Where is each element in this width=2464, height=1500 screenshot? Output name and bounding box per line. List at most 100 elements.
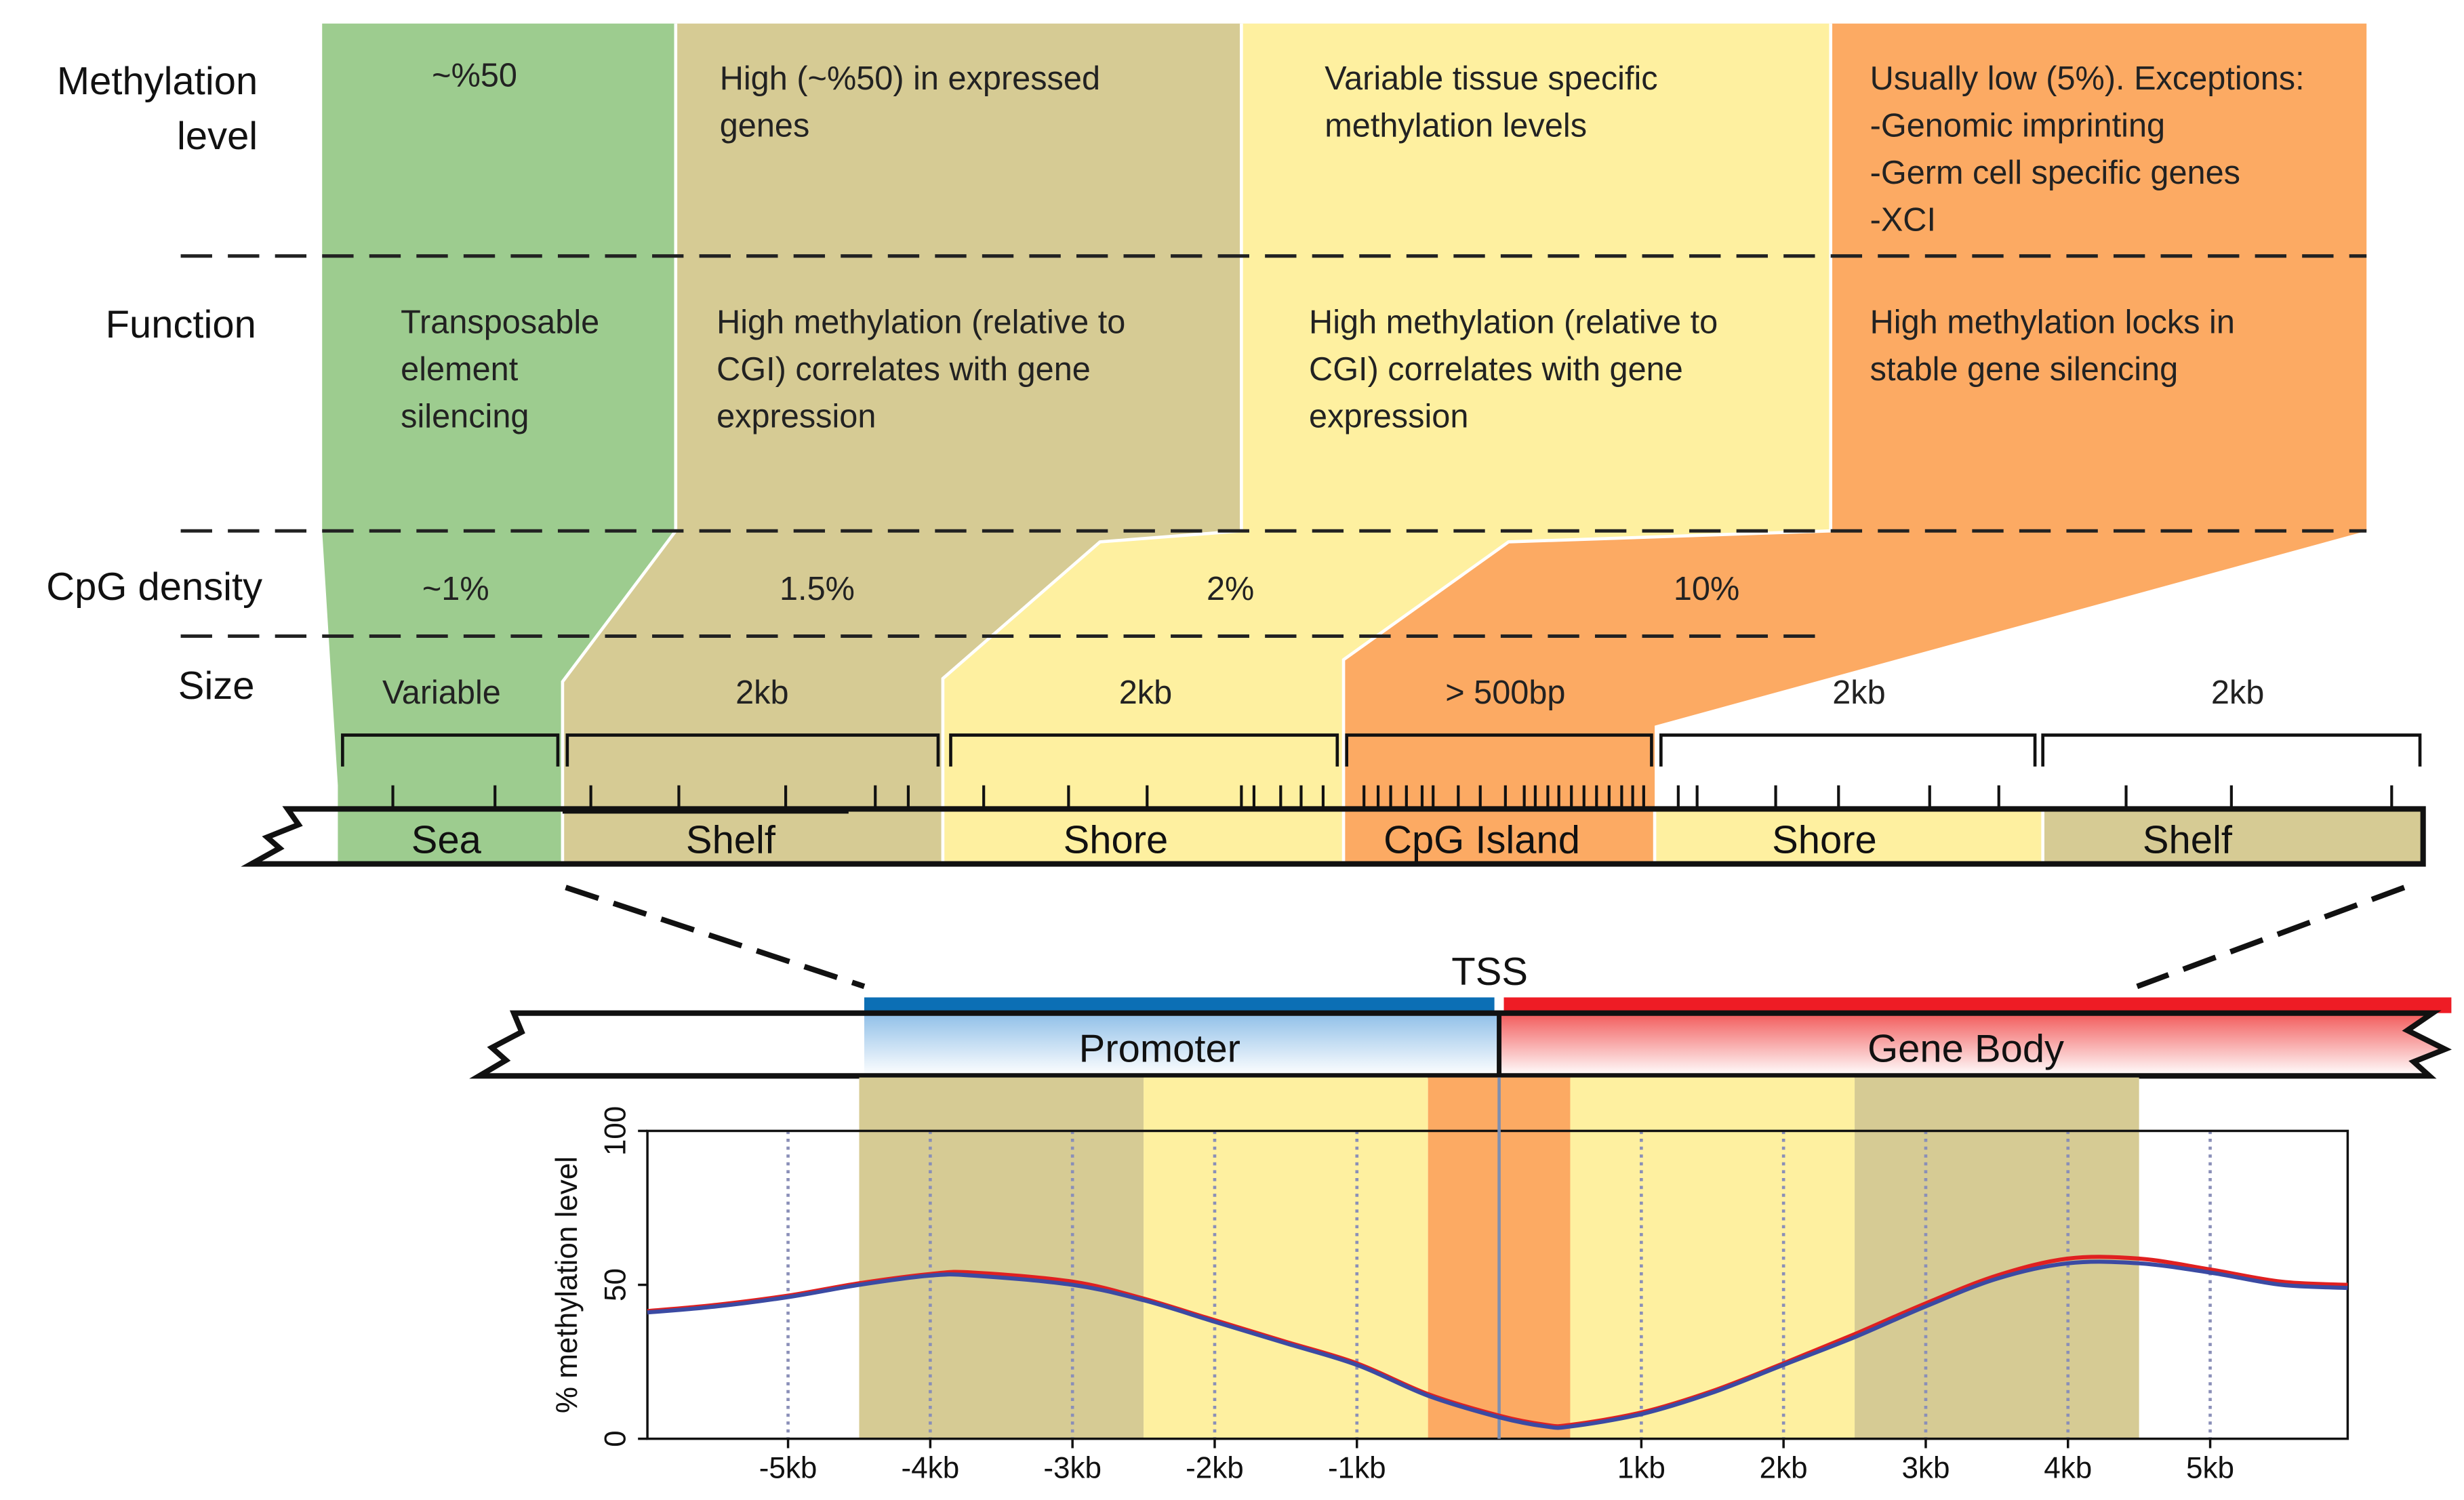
line: -XCI [1870,202,1936,239]
gene-bar-outline [469,1010,2452,1079]
region-shore2: Shore [1772,818,1877,862]
gene-body-label: Gene Body [1867,1028,2064,1071]
panel-edge-2 [941,23,1243,864]
line: CGI) correlates with gene [1309,351,1683,388]
row-separators [180,254,2367,638]
bracket-island [1345,733,1653,767]
genome-segment-outline [241,806,2426,867]
label-methylation-2: level [177,115,258,158]
line: methylation levels [1325,108,1587,144]
promoter-bar-top [864,997,1495,1013]
panel-edge-1 [561,23,678,864]
x-tick-label: 5kb [2186,1452,2234,1485]
size-island: > 500bp [1445,674,1565,711]
shelf2-segment-fill [2042,809,2422,864]
bracket-shore2 [1659,733,2037,767]
x-tick-label: 3kb [1901,1452,1950,1485]
line: silencing [401,398,529,434]
island-panel [1344,23,2367,864]
y-axis-label: % methylation level [550,1156,584,1413]
size-shore2: 2kb [1832,674,1885,711]
label-function: Function [106,303,256,346]
promoter-fill [864,1013,1499,1076]
label-size: Size [178,664,255,708]
line: Transposable [401,304,599,340]
band-shore [1144,1077,1428,1439]
size-sea: Variable [382,674,501,711]
size-shelf: 2kb [735,674,788,711]
line: -Germ cell specific genes [1870,155,2240,191]
line: expression [716,398,876,434]
shore2-segment-fill [1655,809,2043,864]
band-shore [1570,1077,1855,1439]
line: -Genomic imprinting [1870,108,2165,144]
shore-panel [942,23,1831,864]
line: genes [720,108,810,144]
line: High methylation (relative to [1309,304,1718,340]
x-tick-label: -1kb [1328,1452,1386,1485]
region-shelf2: Shelf [2143,818,2233,862]
x-tick-label: -4kb [902,1452,960,1485]
gene-body-fill [1499,1013,2446,1076]
cpg-density-row: ~1% 1.5% 2% 10% [422,571,1739,607]
cpg-shore: 2% [1207,571,1254,607]
series-line-blue [647,1259,2348,1430]
y-tick-label: 100 [599,1106,632,1156]
y-tick-label: 0 [599,1430,632,1446]
label-methylation: Methylation [57,60,258,103]
bracket-shore [949,733,1339,767]
methylation-level-row: ~%50 High (~%50) in expressed genes Vari… [432,57,2314,239]
gene-body-bar-top [1503,997,2452,1013]
line: element [401,351,519,388]
methylation-shelf: High (~%50) in expressed genes [720,60,1110,144]
bracket-shelf [565,733,940,767]
methylation-chart: -5kb -4kb -3kb -2kb -1kb 1kb 2kb 3kb 4kb 5kb 0 50 10… [550,1077,2349,1485]
function-island: High methylation locks in stable gene si… [1870,304,2244,388]
line: CGI) correlates with gene [716,351,1091,388]
zoom-line-right [2136,885,2406,990]
bracket-shelf2 [2041,733,2422,767]
size-shore: 2kb [1119,674,1172,711]
line: High (~%50) in expressed [720,60,1100,97]
region-labels: Sea Shelf Shore CpG Island Shore Shelf [411,818,2233,862]
region-island: CpG Island [1384,818,1580,862]
function-sea: Transposable element silencing [401,304,609,434]
function-row: Transposable element silencing High meth… [401,304,2244,434]
region-sea: Sea [411,818,482,862]
x-tick-label: -3kb [1043,1452,1102,1485]
zoom-connectors [565,885,2406,990]
label-cpg-density: CpG density [46,565,262,609]
line: stable gene silencing [1870,351,2179,388]
promoter-label: Promoter [1079,1028,1240,1071]
cpg-sea: ~1% [422,571,489,607]
function-shelf: High methylation (relative to CGI) corre… [716,304,1135,434]
cpg-ticks [391,785,2394,809]
region-shore: Shore [1064,818,1169,862]
tss-label: TSS [1451,950,1528,994]
line: High methylation locks in [1870,304,2235,340]
x-tick-label: 2kb [1760,1452,1808,1485]
bracket-sea [341,733,560,767]
methylation-island: Usually low (5%). Exceptions: -Genomic i… [1870,60,2314,239]
line: expression [1309,398,1468,434]
chart-lines [647,1255,2348,1430]
sea-panel [322,23,676,864]
zoom-line-left [565,885,866,990]
region-shelf: Shelf [686,818,776,862]
methylation-shore: Variable tissue specific methylation lev… [1325,60,1667,144]
methylation-sea: ~%50 [432,57,517,94]
line: Usually low (5%). Exceptions: [1870,60,2305,97]
x-tick-label: 4kb [2044,1452,2092,1485]
cpg-island: 10% [1674,571,1739,607]
x-tick-label: -5kb [759,1452,817,1485]
chart-axes: -5kb -4kb -3kb -2kb -1kb 1kb 2kb 3kb 4kb 5kb 0 50 10… [599,1106,2234,1485]
y-tick-label: 50 [599,1268,632,1301]
region-panels [322,23,2422,864]
shelf-panel [562,23,1242,864]
line: Variable tissue specific [1325,60,1657,97]
x-tick-label: 1kb [1617,1452,1665,1485]
band-shelf [859,1077,1144,1439]
panel-edge-3 [1341,23,1833,864]
size-shelf2: 2kb [2211,674,2264,711]
